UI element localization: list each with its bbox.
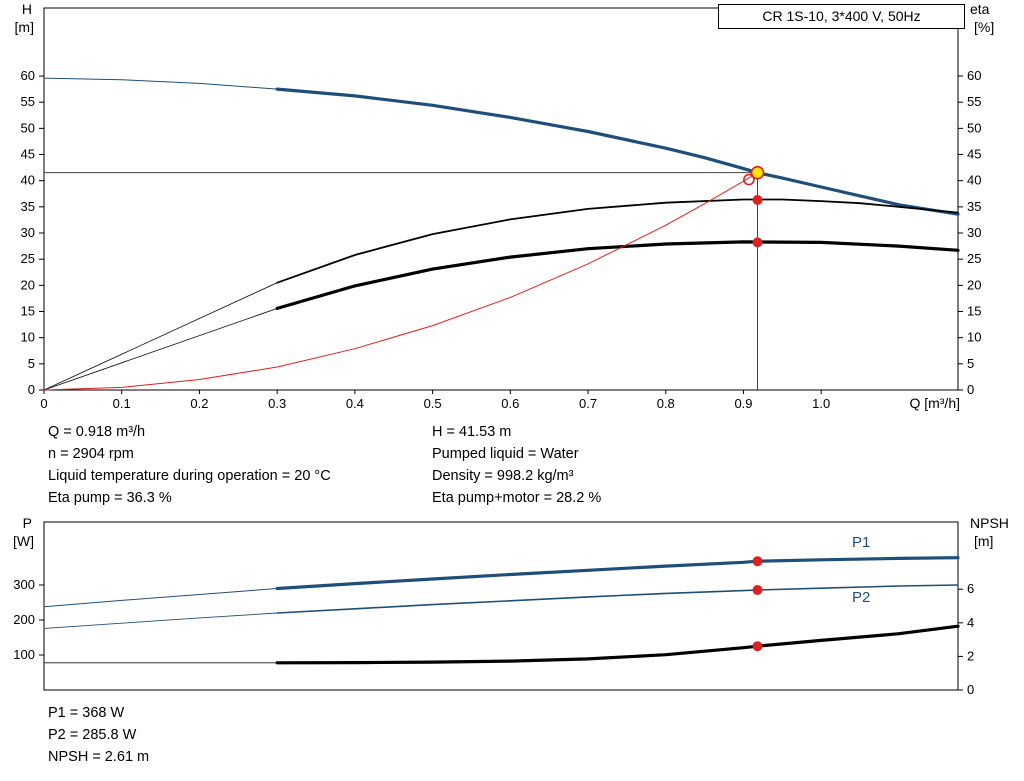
svg-text:35: 35	[21, 199, 35, 214]
svg-text:15: 15	[967, 304, 981, 319]
svg-text:20: 20	[21, 277, 35, 292]
svg-text:0.1: 0.1	[113, 396, 131, 411]
info-p2: P2 = 285.8 W	[48, 727, 137, 743]
info-p1: P1 = 368 W	[48, 705, 125, 721]
qh-eta-chart: 0 5 10 15 20 25 30 35 40 45 50 55 60 0 5 10 15 20 25 30 35 40…	[15, 1, 995, 411]
svg-text:P: P	[23, 515, 32, 531]
svg-text:P2: P2	[852, 589, 870, 606]
info-npsh: NPSH = 2.61 m	[48, 749, 150, 765]
power-data-block: P1 = 368 W P2 = 285.8 W NPSH = 2.61 m	[48, 702, 149, 768]
svg-text:P1: P1	[852, 534, 870, 551]
svg-text:30: 30	[967, 225, 981, 240]
svg-text:0.6: 0.6	[501, 396, 519, 411]
svg-text:20: 20	[967, 277, 981, 292]
svg-text:H: H	[22, 1, 32, 17]
svg-text:eta: eta	[970, 1, 990, 17]
svg-text:35: 35	[967, 199, 981, 214]
svg-text:0.5: 0.5	[424, 396, 442, 411]
svg-text:55: 55	[967, 94, 981, 109]
svg-text:0.7: 0.7	[579, 396, 597, 411]
svg-text:2: 2	[967, 648, 974, 663]
svg-text:0: 0	[967, 382, 974, 397]
svg-text:45: 45	[21, 147, 35, 162]
svg-text:0: 0	[967, 682, 974, 697]
svg-text:Q [m³/h]: Q [m³/h]	[909, 395, 960, 411]
svg-text:0.4: 0.4	[346, 396, 364, 411]
operating-data-left-column: Q = 0.918 m³/h n = 2904 rpm Liquid tempe…	[48, 421, 432, 509]
info-density: Density = 998.2 kg/m³	[432, 468, 574, 484]
operating-data-block: Q = 0.918 m³/h n = 2904 rpm Liquid tempe…	[48, 421, 816, 509]
svg-text:0.9: 0.9	[734, 396, 752, 411]
svg-text:[%]: [%]	[974, 19, 994, 35]
svg-text:10: 10	[967, 330, 981, 345]
svg-text:100: 100	[13, 647, 35, 662]
svg-text:0.3: 0.3	[268, 396, 286, 411]
svg-text:300: 300	[13, 577, 35, 592]
info-eta-pump-motor: Eta pump+motor = 28.2 %	[432, 490, 602, 506]
svg-text:40: 40	[21, 173, 35, 188]
info-n: n = 2904 rpm	[48, 446, 134, 462]
svg-text:0: 0	[40, 396, 47, 411]
svg-text:200: 200	[13, 612, 35, 627]
svg-text:NPSH: NPSH	[970, 515, 1009, 531]
svg-text:55: 55	[21, 94, 35, 109]
svg-text:0.2: 0.2	[190, 396, 208, 411]
svg-text:25: 25	[967, 251, 981, 266]
svg-text:15: 15	[21, 304, 35, 319]
svg-text:4: 4	[967, 615, 974, 630]
svg-text:60: 60	[967, 68, 981, 83]
svg-text:5: 5	[28, 356, 35, 371]
info-h: H = 41.53 m	[432, 424, 512, 440]
svg-text:[m]: [m]	[15, 19, 34, 35]
svg-text:[W]: [W]	[13, 533, 34, 549]
info-liquid-temp: Liquid temperature during operation = 20…	[48, 468, 331, 484]
svg-text:50: 50	[21, 120, 35, 135]
svg-text:60: 60	[21, 68, 35, 83]
info-eta-pump: Eta pump = 36.3 %	[48, 490, 172, 506]
svg-text:6: 6	[967, 581, 974, 596]
svg-text:0: 0	[28, 382, 35, 397]
svg-text:40: 40	[967, 173, 981, 188]
svg-text:25: 25	[21, 251, 35, 266]
pump-model-title-text: CR 1S-10, 3*400 V, 50Hz	[762, 8, 921, 24]
info-q: Q = 0.918 m³/h	[48, 424, 146, 440]
operating-data-right-column: H = 41.53 m Pumped liquid = Water Densit…	[432, 421, 816, 509]
svg-text:10: 10	[21, 330, 35, 345]
svg-text:30: 30	[21, 225, 35, 240]
svg-text:5: 5	[967, 356, 974, 371]
svg-text:0.8: 0.8	[657, 396, 675, 411]
svg-text:1.0: 1.0	[812, 396, 830, 411]
svg-text:50: 50	[967, 120, 981, 135]
info-pumped-liquid: Pumped liquid = Water	[432, 446, 579, 462]
svg-text:45: 45	[967, 147, 981, 162]
power-npsh-chart: 100 200 300 0 2 4 6 P [W] NPSH [m] P1 P2	[0, 508, 1024, 708]
svg-text:[m]: [m]	[974, 533, 993, 549]
pump-model-title: CR 1S-10, 3*400 V, 50Hz	[718, 4, 965, 29]
